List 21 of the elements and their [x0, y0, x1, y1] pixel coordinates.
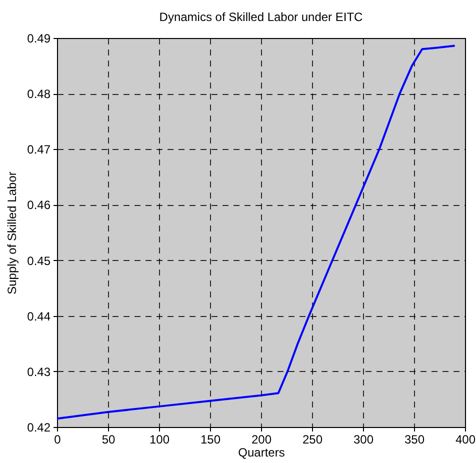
y-tick-label: 0.49 [27, 32, 51, 46]
x-tick-label: 350 [404, 432, 425, 446]
x-tick-label: 50 [102, 432, 116, 446]
y-tick-label: 0.42 [27, 420, 51, 434]
x-tick-label: 300 [353, 432, 374, 446]
x-tick-label: 100 [149, 432, 170, 446]
y-tick-label: 0.47 [27, 142, 51, 157]
x-tick-label: 200 [251, 432, 272, 446]
x-tick-label: 150 [200, 432, 221, 446]
y-tick-label: 0.43 [27, 364, 51, 379]
x-tick-label: 250 [302, 432, 323, 446]
x-axis-title: Quarters [238, 446, 285, 460]
x-tick-label: 400 [455, 432, 476, 446]
chart-title: Dynamics of Skilled Labor under EITC [159, 10, 364, 24]
y-tick-label: 0.46 [27, 198, 51, 212]
y-axis-title: Supply of Skilled Labor [5, 172, 20, 294]
y-tick-label: 0.48 [27, 87, 51, 102]
y-tick-label: 0.44 [27, 309, 51, 324]
x-tick-label: 0 [54, 432, 62, 446]
line-series [56, 44, 456, 420]
y-tick-label: 0.45 [27, 254, 51, 268]
